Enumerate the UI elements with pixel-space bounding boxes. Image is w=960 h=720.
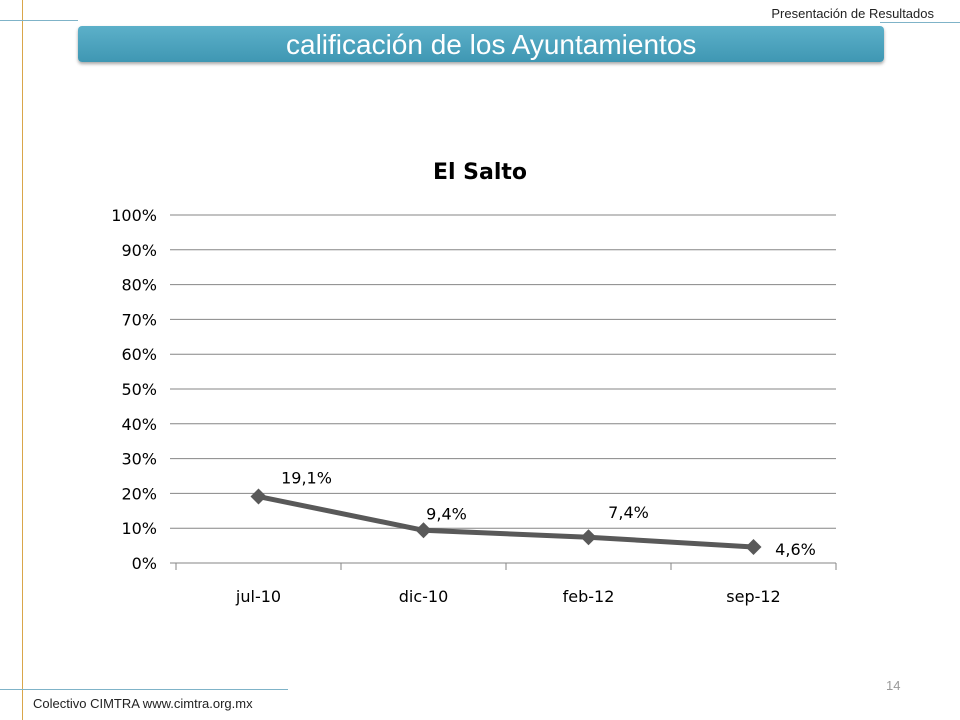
series-line <box>250 488 762 555</box>
data-label: 4,6% <box>775 540 816 559</box>
y-tick-label: 40% <box>121 415 157 434</box>
data-point-marker <box>745 538 762 555</box>
left-accent-line <box>22 0 23 720</box>
y-tick-label: 50% <box>121 380 157 399</box>
y-tick-label: 80% <box>121 276 157 295</box>
data-point-marker <box>580 529 597 546</box>
y-tick-label: 20% <box>121 484 157 503</box>
x-axis-ticks: jul-10 dic-10 feb-12 sep-12 <box>235 587 781 606</box>
x-tick-label: jul-10 <box>235 587 281 606</box>
x-tick-label: dic-10 <box>399 587 449 606</box>
y-tick-label: 70% <box>121 310 157 329</box>
data-labels: 19,1% 9,4% 7,4% 4,6% <box>281 469 816 559</box>
data-point-marker <box>250 488 267 505</box>
y-tick-label: 30% <box>121 450 157 469</box>
y-tick-label: 100% <box>111 206 157 225</box>
presentation-label: Presentación de Resultados <box>771 6 934 21</box>
footer-source: Colectivo CIMTRA www.cimtra.org.mx <box>33 696 253 711</box>
page-number: 14 <box>886 678 901 693</box>
y-tick-label: 90% <box>121 241 157 260</box>
y-axis-ticks: 0% 10% 20% 30% 40% 50% 60% 70% 80% 90% 100% <box>111 206 157 573</box>
top-right-rule <box>880 22 960 23</box>
gridlines <box>170 214 837 570</box>
top-left-rule <box>0 20 78 21</box>
footer-rule <box>0 689 288 690</box>
y-tick-label: 10% <box>121 519 157 538</box>
x-tick-label: feb-12 <box>563 587 615 606</box>
y-tick-label: 0% <box>132 554 157 573</box>
x-tick-label: sep-12 <box>726 587 780 606</box>
slide-title: calificación de los Ayuntamientos <box>78 26 884 62</box>
data-label: 19,1% <box>281 469 332 488</box>
data-label: 9,4% <box>426 504 467 523</box>
y-tick-label: 60% <box>121 345 157 364</box>
data-point-marker <box>415 522 432 539</box>
series-polyline <box>257 494 754 550</box>
data-label: 7,4% <box>608 503 649 522</box>
chart-title: El Salto <box>432 160 528 185</box>
